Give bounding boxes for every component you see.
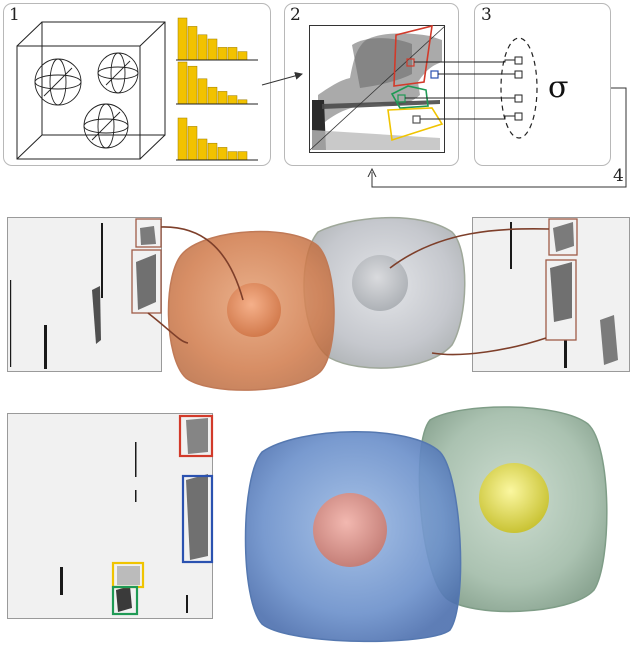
green-box <box>111 585 139 616</box>
blue-marker <box>430 70 439 79</box>
arrow-1-to-2 <box>261 71 303 86</box>
middle-left-projection <box>10 223 156 369</box>
orange-sphere <box>227 283 281 337</box>
blue-box <box>181 474 214 564</box>
feedback-loop-arrow <box>372 87 627 188</box>
histogram-bar <box>217 147 228 161</box>
histogram-bar <box>207 142 218 161</box>
histogram-bar <box>177 117 188 161</box>
red-selection-region <box>393 24 433 87</box>
yellow-selection-region <box>387 107 444 142</box>
panel-3-sigma-selection <box>474 3 611 166</box>
histogram-bar <box>237 99 248 105</box>
histogram-bar <box>207 86 218 105</box>
middle-left-lower-box <box>131 249 162 314</box>
histogram-bar <box>187 65 198 105</box>
histogram-bar <box>227 151 238 161</box>
histogram-bar <box>217 91 228 105</box>
histogram-bar <box>237 51 248 61</box>
histogram-bar <box>187 126 198 161</box>
selection-boxes <box>514 56 523 121</box>
middle-right-upper-box <box>548 218 578 256</box>
step-number-4: 4 <box>613 166 624 186</box>
shot-bottom-left <box>7 413 213 619</box>
panel-1-volume-histograms <box>3 3 271 166</box>
step-number-2: 2 <box>290 5 301 25</box>
pink-sphere <box>313 493 387 567</box>
bottom-left-projection <box>60 418 208 613</box>
histograms <box>176 17 258 161</box>
sphere-glyph <box>34 58 82 106</box>
histogram-bar <box>197 34 208 61</box>
histogram-bar <box>227 95 238 105</box>
grey-sphere <box>352 255 408 311</box>
histogram-bar <box>177 17 188 61</box>
sphere-glyph <box>83 103 129 149</box>
red-box <box>178 414 214 458</box>
yellow-marker <box>412 115 421 124</box>
step-number-3: 3 <box>481 5 492 25</box>
histogram-bar <box>187 26 198 61</box>
sigma-symbol: σ <box>548 70 569 105</box>
step-number-1: 1 <box>9 5 20 25</box>
yellow-sphere <box>479 463 549 533</box>
middle-right-projection <box>510 222 618 368</box>
histogram-bar <box>197 138 208 161</box>
histogram-bar <box>197 78 208 105</box>
volume-cube <box>16 21 166 160</box>
middle-right-lower-box <box>545 259 577 341</box>
middle-left-upper-box <box>135 218 162 248</box>
histogram-bar <box>237 151 248 161</box>
middle-connector-curves <box>147 226 550 356</box>
histogram-bar <box>177 61 188 105</box>
sphere-glyph <box>97 52 139 94</box>
scatter-density <box>309 25 446 151</box>
histogram-bar <box>207 38 218 61</box>
histogram-bar <box>227 47 238 61</box>
histogram-bar <box>217 47 228 61</box>
selection-oval <box>500 37 538 139</box>
